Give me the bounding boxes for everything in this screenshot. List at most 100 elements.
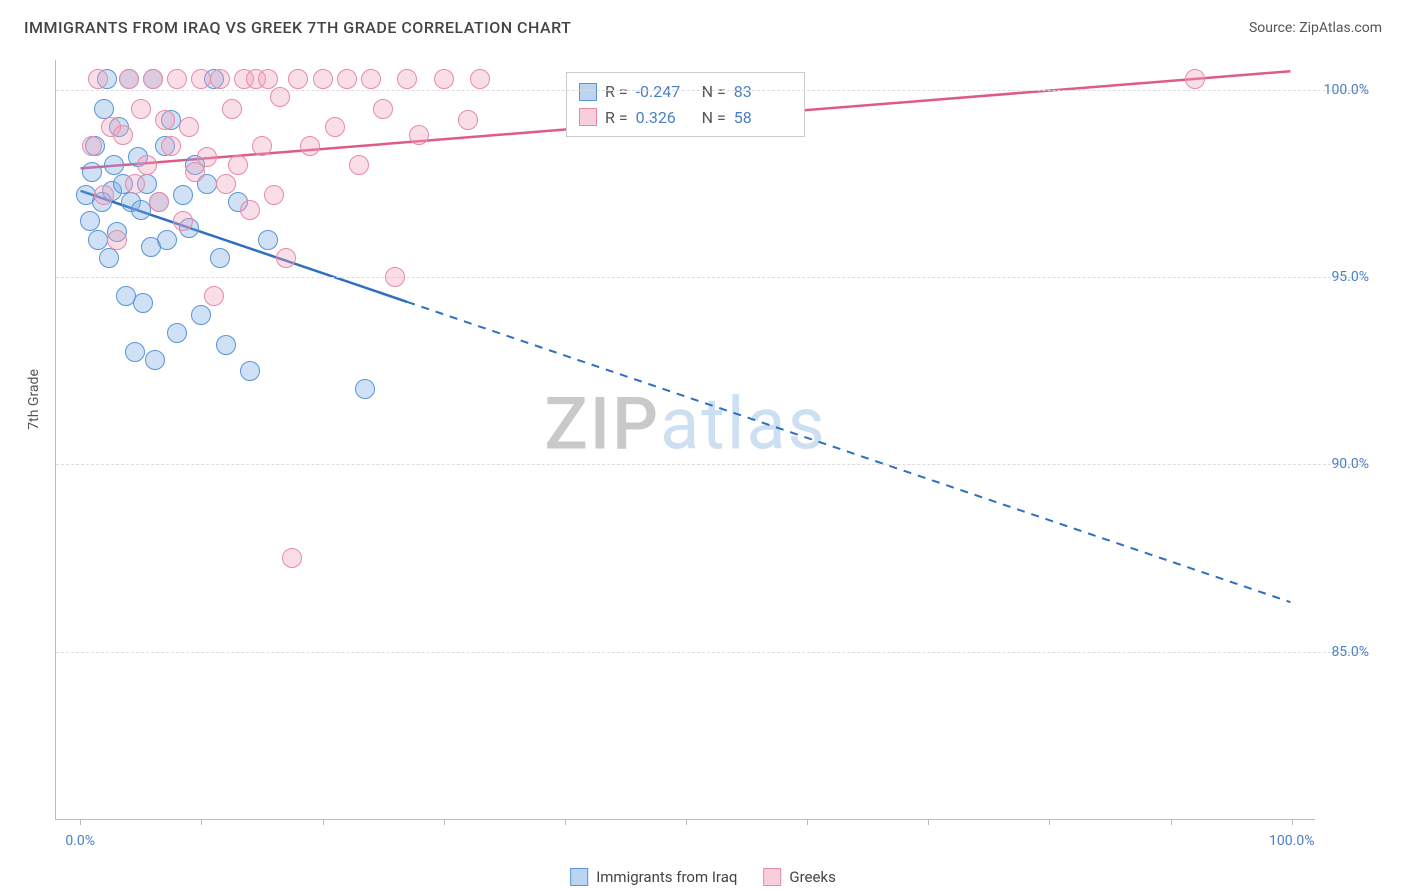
x-tick [928,819,929,825]
legend-item-iraq: Immigrants from Iraq [570,868,737,886]
scatter-point-iraq [191,305,211,325]
scatter-point-greek [258,69,278,89]
chart-title: IMMIGRANTS FROM IRAQ VS GREEK 7TH GRADE … [24,18,571,37]
legend-label-greek: Greeks [789,868,835,886]
watermark: ZIPatlas [544,382,826,467]
scatter-point-greek [204,286,224,306]
scatter-point-iraq [94,99,114,119]
scatter-point-greek [270,87,290,107]
scatter-point-greek [240,200,260,220]
gridline-horizontal [56,277,1366,278]
scatter-point-iraq [145,350,165,370]
source-attribution: Source: ZipAtlas.com [1249,20,1382,36]
scatter-point-iraq [104,155,124,175]
x-tick [1171,819,1172,825]
legend-item-greek: Greeks [763,868,835,886]
scatter-point-greek [288,69,308,89]
trend-lines-svg [56,60,1315,819]
scatter-point-greek [173,211,193,231]
scatter-point-greek [149,192,169,212]
scatter-point-iraq [240,361,260,381]
scatter-point-iraq [88,230,108,250]
scatter-point-greek [228,155,248,175]
x-tick [686,819,687,825]
scatter-point-greek [458,110,478,130]
x-tick [1292,819,1293,825]
scatter-point-greek [397,69,417,89]
stats-row-greek: R =0.326N =58 [579,105,792,131]
y-tick-label: 90.0% [1331,456,1369,472]
legend-label-iraq: Immigrants from Iraq [596,868,737,886]
scatter-point-iraq [99,248,119,268]
n-label: N = [702,79,726,105]
scatter-point-greek [276,248,296,268]
scatter-point-greek [470,69,490,89]
scatter-point-greek [409,125,429,145]
scatter-point-iraq [173,185,193,205]
x-tick [565,819,566,825]
x-tick-label: 0.0% [65,833,95,849]
x-tick [201,819,202,825]
x-tick [1049,819,1050,825]
scatter-point-greek [1185,69,1205,89]
scatter-point-greek [282,548,302,568]
stats-row-iraq: R = -0.247 N = 83 [579,79,792,105]
legend: Immigrants from Iraq Greeks [570,868,836,886]
scatter-point-greek [216,174,236,194]
r-label: R = [605,105,628,131]
scatter-point-greek [434,69,454,89]
r-value-iraq: -0.247 [636,79,694,105]
scatter-point-iraq [157,230,177,250]
scatter-point-greek [113,125,133,145]
scatter-point-iraq [80,211,100,231]
x-tick [80,819,81,825]
scatter-point-iraq [133,293,153,313]
scatter-point-greek [119,69,139,89]
legend-swatch-greek [763,868,781,886]
scatter-point-iraq [216,335,236,355]
scatter-point-greek [191,69,211,89]
scatter-point-iraq [82,162,102,182]
scatter-point-greek [385,267,405,287]
scatter-point-greek [107,230,127,250]
scatter-point-greek [313,69,333,89]
scatter-point-greek [349,155,369,175]
stats-swatch-greek [579,108,597,126]
trend-line-dashed-iraq [407,302,1290,602]
chart-container: 7th Grade ZIPatlas R =-0.247N =83R =0.32… [0,50,1406,892]
gridline-horizontal [56,464,1366,465]
scatter-point-iraq [167,323,187,343]
scatter-point-greek [210,69,230,89]
scatter-point-greek [325,117,345,137]
x-tick [444,819,445,825]
scatter-point-iraq [131,200,151,220]
scatter-point-greek [155,110,175,130]
scatter-point-greek [131,99,151,119]
legend-swatch-iraq [570,868,588,886]
scatter-point-iraq [125,342,145,362]
scatter-point-greek [88,69,108,89]
plot-area: ZIPatlas R =-0.247N =83R =0.326N =58 85.… [55,60,1315,820]
stats-swatch-iraq [579,83,597,101]
scatter-point-greek [300,136,320,156]
scatter-point-greek [179,117,199,137]
n-value-greek: 58 [734,105,792,131]
n-value-iraq: 83 [734,79,792,105]
gridline-horizontal [56,652,1366,653]
scatter-point-greek [264,185,284,205]
scatter-point-greek [125,174,145,194]
gridline-horizontal [56,90,1366,91]
scatter-point-greek [197,147,217,167]
scatter-point-greek [94,185,114,205]
scatter-point-iraq [258,230,278,250]
scatter-point-greek [82,136,102,156]
scatter-point-greek [161,136,181,156]
y-tick-label: 100.0% [1324,82,1369,98]
x-tick [807,819,808,825]
scatter-point-greek [373,99,393,119]
scatter-point-greek [361,69,381,89]
scatter-point-iraq [355,379,375,399]
r-label: R = [605,79,628,105]
y-tick-label: 85.0% [1331,644,1369,660]
n-label: N = [702,105,726,131]
